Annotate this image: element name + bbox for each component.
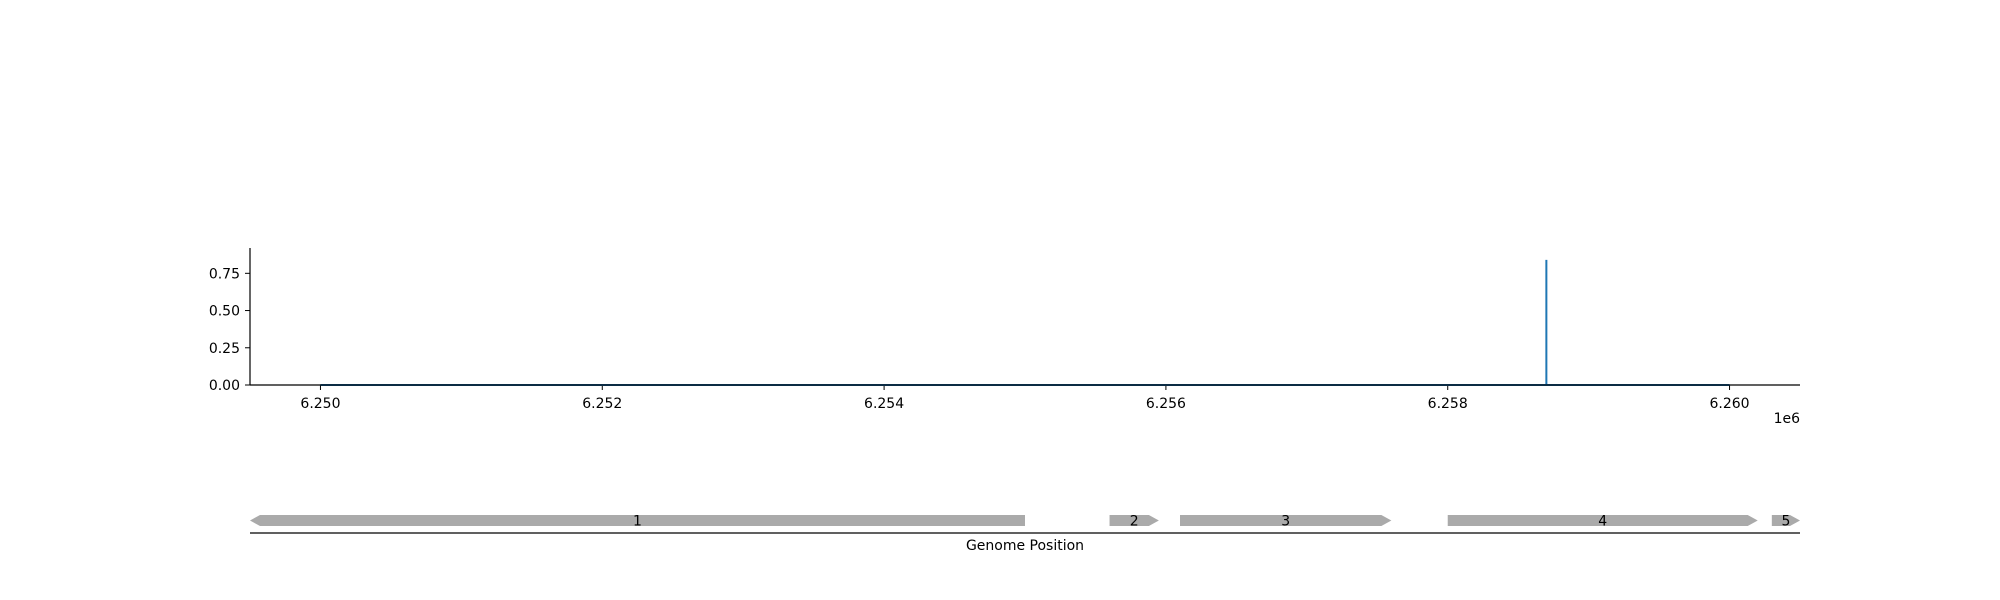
x-tick-label: 6.256 [1146, 396, 1186, 412]
x-axis-offset-label: 1e6 [1774, 411, 1801, 427]
y-tick-label: 0.75 [209, 266, 240, 282]
gene-feature [1109, 515, 1159, 526]
plot-series [320, 259, 1730, 386]
y-tick-label: 0.25 [209, 341, 240, 357]
gene-feature [1447, 515, 1758, 526]
series-line [320, 259, 1730, 386]
gene-feature [1771, 515, 1800, 526]
gene-feature-label: 1 [633, 514, 642, 530]
gene-feature-label: 3 [1281, 514, 1290, 530]
coverage-plot: 6.250 6.252 6.254 6.256 6.258 6.260 0.00 0.25 0.… [209, 248, 1800, 427]
axis-ticks: 6.250 6.252 6.254 6.256 6.258 6.260 0.00 0.25 0.… [209, 266, 1750, 412]
x-tick-label: 6.252 [582, 396, 622, 412]
x-tick-label: 6.258 [1428, 396, 1468, 412]
gene-feature-label: 4 [1598, 514, 1607, 530]
y-tick-label: 0.00 [209, 378, 240, 394]
x-axis-label: Genome Position [966, 538, 1084, 554]
gene-feature [1180, 515, 1392, 526]
gene-track: 1 2 3 4 5 Genome Position [250, 514, 1800, 554]
x-tick-label: 6.250 [300, 396, 340, 412]
gene-feature [250, 515, 1025, 526]
gene-feature-label: 2 [1130, 514, 1139, 530]
gene-features: 1 2 3 4 5 [250, 514, 1800, 530]
gene-feature-label: 5 [1781, 514, 1790, 530]
y-tick-label: 0.50 [209, 304, 240, 320]
x-tick-label: 6.260 [1709, 396, 1749, 412]
x-tick-label: 6.254 [864, 396, 904, 412]
